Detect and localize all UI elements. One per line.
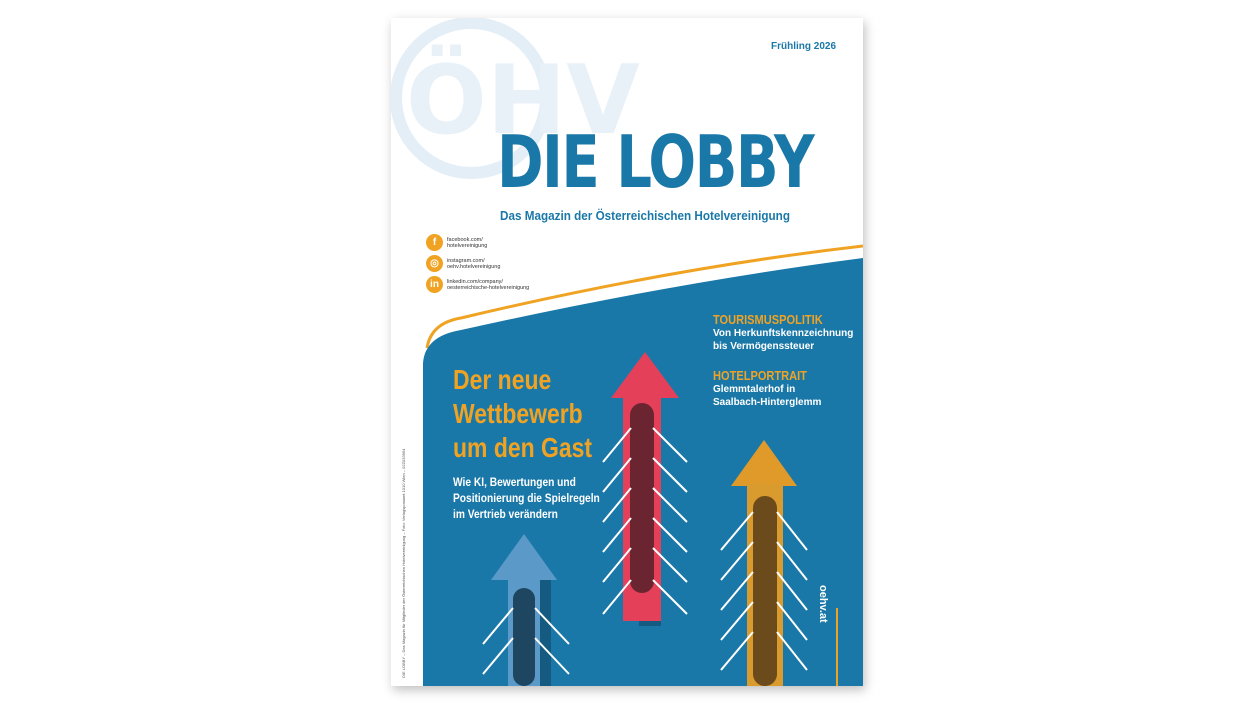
social-linkedin[interactable]: in linkedin.com/company/oesterreichische… <box>426 276 529 293</box>
deck-line: Wie KI, Bewertungen und <box>453 475 576 489</box>
instagram-icon: ◎ <box>426 255 443 272</box>
section-hotelportrait: HOTELPORTRAIT Glemmtalerhof in Saalbach-… <box>713 368 824 409</box>
magazine-title: DIE LOBBY <box>497 120 815 204</box>
section-text: bis Vermögenssteuer <box>713 341 815 352</box>
blue-arrow <box>491 534 557 686</box>
deck-line: im Vertrieb verändern <box>453 507 558 521</box>
cover-deck: Wie KI, Bewertungen und Positionierung d… <box>453 474 600 522</box>
magazine-cover: ÖHV <box>391 18 863 686</box>
social-instagram[interactable]: ◎ instagram.com/oehv.hotelvereinigung <box>426 255 500 272</box>
headline-line: um den Gast <box>453 432 593 463</box>
social-line: hotelvereinigung <box>447 242 488 249</box>
section-text: Von Herkunftskennzeichnung <box>713 328 854 339</box>
section-text: Glemmtalerhof in <box>713 384 796 395</box>
oehv-logo-watermark: ÖHV <box>391 18 640 179</box>
social-line: linkedin.com/company/ <box>447 278 503 285</box>
linkedin-icon: in <box>426 276 443 293</box>
section-heading: TOURISMUSPOLITIK <box>713 312 823 327</box>
headline-line: Wettbewerb <box>453 398 583 429</box>
section-tourismuspolitik: TOURISMUSPOLITIK Von Herkunftskennzeichn… <box>713 312 853 353</box>
social-line: oesterreichische-hotelvereinigung <box>447 284 530 291</box>
orange-curve <box>425 244 863 349</box>
svg-text:ÖHV: ÖHV <box>406 45 640 156</box>
headline-line: Der neue <box>453 364 552 395</box>
social-facebook[interactable]: f facebook.com/hotelvereinigung <box>426 234 487 251</box>
red-arrow <box>611 352 679 626</box>
social-line: facebook.com/ <box>447 236 483 243</box>
cover-headline: Der neue Wettbewerb um den Gast <box>453 363 592 465</box>
social-line: instagram.com/ <box>447 257 485 264</box>
deck-line: Positionierung die Spielregeln <box>453 491 600 505</box>
orange-arrow <box>731 440 797 686</box>
spine-imprint: DIE LOBBY – Das Magazin für Mitglieder d… <box>401 448 406 678</box>
facebook-icon: f <box>426 234 443 251</box>
section-text: Saalbach-Hinterglemm <box>713 397 822 408</box>
issue-season: Frühling 2026 <box>770 41 836 52</box>
cover-illustration: ÖHV <box>391 18 863 686</box>
oars <box>482 427 808 675</box>
website-url: oehv.at <box>817 585 829 623</box>
magazine-subtitle: Das Magazin der Österreichischen Hotelve… <box>500 208 790 223</box>
social-line: oehv.hotelvereinigung <box>447 263 501 270</box>
section-heading: HOTELPORTRAIT <box>713 368 807 383</box>
